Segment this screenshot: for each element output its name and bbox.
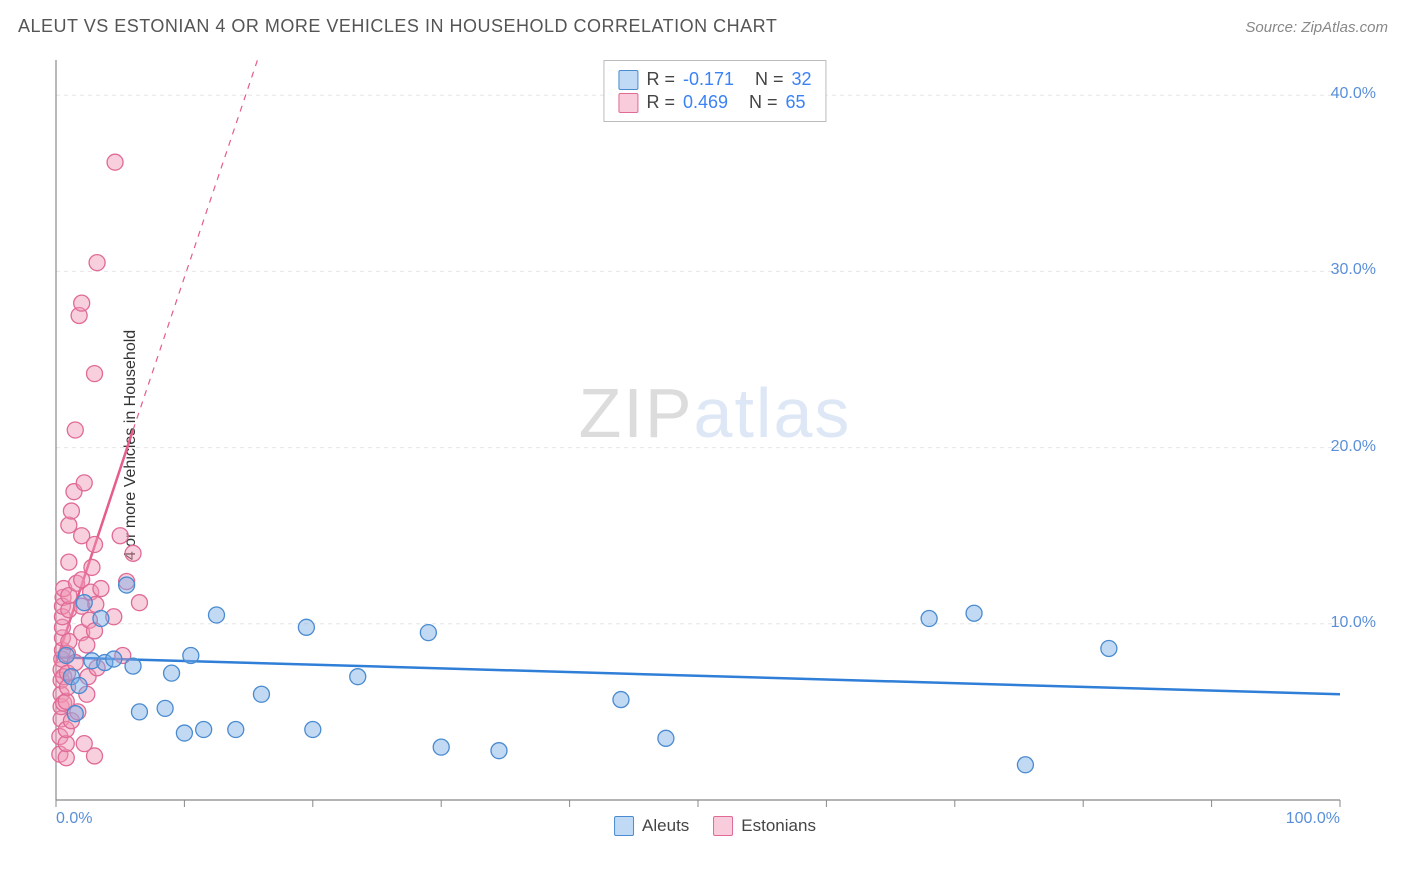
stats-r-value: -0.171 <box>683 69 734 90</box>
correlation-stats-box: R = -0.171 N = 32 R = 0.469 N = 65 <box>603 60 826 122</box>
source-name: ZipAtlas.com <box>1301 19 1388 36</box>
aleuts-swatch <box>618 70 638 90</box>
legend-label: Estonians <box>741 816 816 836</box>
axis-tick-label: 100.0% <box>1286 810 1340 828</box>
aleuts-swatch <box>614 816 634 836</box>
chart-source: Source: ZipAtlas.com <box>1245 19 1388 36</box>
stats-row-aleuts: R = -0.171 N = 32 <box>618 69 811 90</box>
chart-header: ALEUT VS ESTONIAN 4 OR MORE VEHICLES IN … <box>18 16 1388 37</box>
axis-tick-label: 30.0% <box>1331 261 1376 279</box>
stats-n-label: N = <box>755 69 784 90</box>
stats-n-label: N = <box>749 92 778 113</box>
axis-tick-label: 20.0% <box>1331 438 1376 456</box>
estonians-swatch <box>713 816 733 836</box>
stats-r-label: R = <box>646 69 675 90</box>
chart-title: ALEUT VS ESTONIAN 4 OR MORE VEHICLES IN … <box>18 16 777 37</box>
stats-n-value: 65 <box>786 92 806 113</box>
stats-r-label: R = <box>646 92 675 113</box>
legend-item-estonians: Estonians <box>713 816 816 836</box>
legend-label: Aleuts <box>642 816 689 836</box>
legend-item-aleuts: Aleuts <box>614 816 689 836</box>
axis-tick-label: 0.0% <box>56 810 92 828</box>
axis-tick-label: 10.0% <box>1331 614 1376 632</box>
stats-r-value: 0.469 <box>683 92 728 113</box>
series-legend: Aleuts Estonians <box>614 816 816 836</box>
stats-n-value: 32 <box>792 69 812 90</box>
scatter-plot <box>50 50 1380 840</box>
estonians-swatch <box>618 93 638 113</box>
stats-row-estonians: R = 0.469 N = 65 <box>618 92 811 113</box>
source-prefix: Source: <box>1245 19 1301 36</box>
axis-tick-label: 40.0% <box>1331 85 1376 103</box>
chart-area: 4 or more Vehicles in Household ZIPatlas… <box>50 50 1380 840</box>
